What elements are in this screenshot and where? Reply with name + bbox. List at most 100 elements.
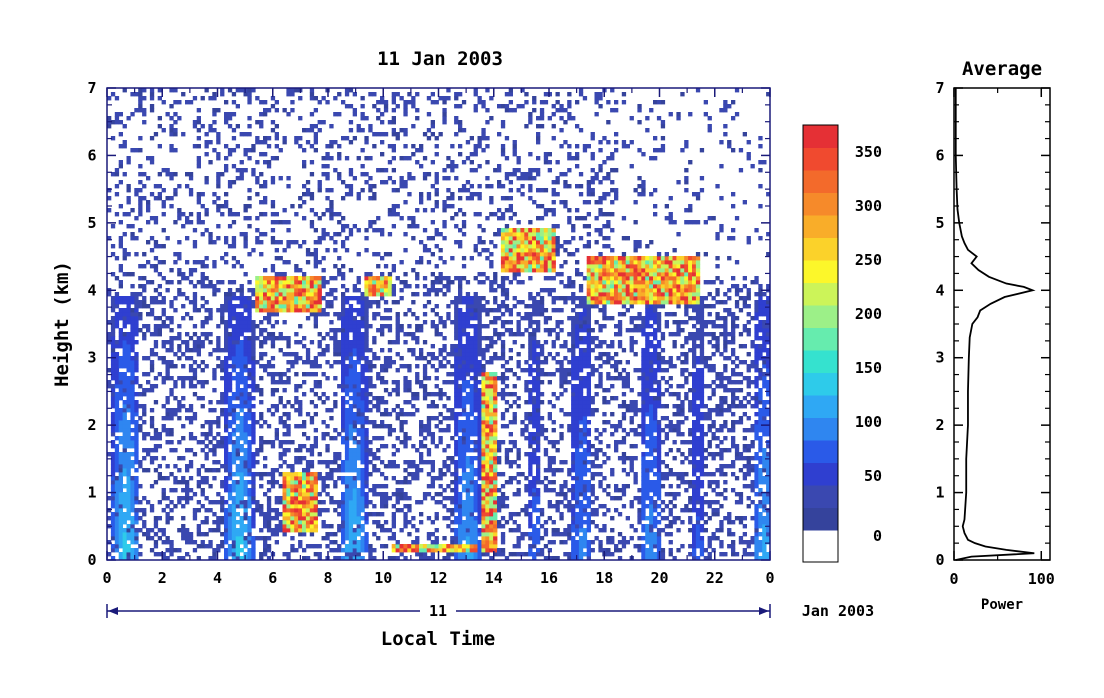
heatmap-cell bbox=[481, 552, 486, 557]
heatmap-cell bbox=[461, 320, 467, 325]
heatmap-cell bbox=[469, 504, 474, 509]
heatmap-cell bbox=[185, 552, 190, 557]
heatmap-cell bbox=[185, 344, 190, 349]
heatmap-cell bbox=[251, 484, 256, 489]
heatmap-cell bbox=[122, 472, 127, 477]
heatmap-cell bbox=[461, 440, 467, 445]
heatmap-cell bbox=[235, 440, 240, 445]
heatmap-cell bbox=[380, 140, 385, 145]
heatmap-cell bbox=[114, 420, 120, 425]
heatmap-cell bbox=[130, 316, 135, 321]
heatmap-cell bbox=[239, 420, 244, 425]
heatmap-cell bbox=[243, 272, 248, 277]
heatmap-cell bbox=[309, 312, 315, 317]
heatmap-cell bbox=[278, 296, 283, 301]
heatmap-cell bbox=[110, 404, 116, 409]
heatmap-cell bbox=[122, 444, 127, 449]
heatmap-cell bbox=[341, 264, 346, 269]
heatmap-cell bbox=[188, 100, 194, 105]
heatmap-cell bbox=[266, 304, 272, 309]
heatmap-cell bbox=[227, 312, 233, 317]
heatmap-cell bbox=[188, 384, 194, 389]
heatmap-cell bbox=[407, 544, 412, 549]
heatmap-cell bbox=[469, 432, 474, 437]
heatmap-cell bbox=[481, 536, 486, 541]
heatmap-cell bbox=[360, 432, 365, 437]
heatmap-cell bbox=[438, 388, 443, 393]
heatmap-cell bbox=[383, 364, 389, 369]
heatmap-cell bbox=[266, 108, 272, 113]
heatmap-cell bbox=[352, 452, 357, 457]
heatmap-cell bbox=[204, 284, 209, 289]
heatmap-cell bbox=[255, 160, 260, 165]
heatmap-cell bbox=[266, 288, 272, 293]
heatmap-cell bbox=[454, 356, 459, 361]
heatmap-cell bbox=[157, 552, 162, 557]
heatmap-cell bbox=[263, 420, 268, 425]
heatmap-cell bbox=[270, 312, 276, 317]
heatmap-cell bbox=[317, 188, 322, 193]
heatmap-cell bbox=[309, 544, 315, 549]
heatmap-cell bbox=[247, 496, 252, 501]
main-title: 11 Jan 2003 bbox=[377, 48, 503, 70]
heatmap-cell bbox=[239, 288, 244, 293]
heatmap-cell bbox=[360, 448, 365, 453]
heatmap-cell bbox=[481, 436, 486, 441]
heatmap-cell bbox=[329, 524, 334, 529]
heatmap-cell bbox=[403, 556, 408, 561]
heatmap-cell bbox=[489, 212, 494, 217]
heatmap-cell bbox=[497, 316, 502, 321]
heatmap-cell bbox=[461, 100, 467, 105]
heatmap-cell bbox=[434, 416, 439, 421]
heatmap-cell bbox=[227, 212, 233, 217]
heatmap-cell bbox=[446, 508, 451, 513]
heatmap-cell bbox=[360, 380, 365, 385]
heatmap-cell bbox=[208, 528, 213, 533]
heatmap-cell bbox=[134, 444, 139, 449]
heatmap-cell bbox=[227, 544, 233, 549]
heatmap-cell bbox=[118, 452, 123, 457]
heatmap-cell bbox=[309, 512, 315, 517]
heatmap-cell bbox=[352, 532, 357, 537]
heatmap-cell bbox=[302, 272, 307, 277]
heatmap-cell bbox=[465, 312, 471, 317]
heatmap-cell bbox=[360, 456, 365, 461]
heatmap-cell bbox=[165, 368, 170, 373]
heatmap-cell bbox=[485, 412, 490, 417]
heatmap-cell bbox=[126, 308, 131, 313]
heatmap-cell bbox=[298, 144, 303, 149]
heatmap-cell bbox=[411, 460, 416, 465]
heatmap-cell bbox=[243, 508, 248, 513]
heatmap-cell bbox=[231, 544, 237, 549]
heatmap-cell bbox=[239, 376, 244, 381]
heatmap-cell bbox=[138, 204, 143, 209]
heatmap-cell bbox=[235, 88, 240, 93]
heatmap-cell bbox=[344, 300, 350, 305]
heatmap-cell bbox=[387, 324, 393, 329]
heatmap-cell bbox=[302, 496, 307, 501]
heatmap-cell bbox=[309, 296, 315, 301]
heatmap-cell bbox=[442, 220, 447, 225]
heatmap-cell bbox=[169, 412, 174, 417]
heatmap-cell bbox=[138, 500, 143, 505]
heatmap-cell bbox=[212, 528, 217, 533]
heatmap-cell bbox=[383, 308, 389, 313]
heatmap-cell bbox=[169, 268, 174, 273]
heatmap-cell bbox=[278, 176, 283, 181]
heatmap-cell bbox=[321, 212, 326, 217]
heatmap-cell bbox=[380, 120, 385, 125]
heatmap-cell bbox=[188, 536, 194, 541]
heatmap-cell bbox=[489, 468, 494, 473]
heatmap-cell bbox=[344, 400, 350, 405]
heatmap-cell bbox=[130, 488, 135, 493]
heatmap-cell bbox=[294, 512, 299, 517]
heatmap-cell bbox=[329, 472, 334, 477]
heatmap-cell bbox=[368, 512, 373, 517]
heatmap-cell bbox=[263, 472, 268, 477]
heatmap-cell bbox=[266, 500, 272, 505]
heatmap-cell bbox=[380, 380, 385, 385]
heatmap-cell bbox=[231, 540, 237, 545]
heatmap-cell bbox=[231, 452, 237, 457]
heatmap-cell bbox=[200, 544, 205, 549]
heatmap-cell bbox=[477, 296, 482, 301]
